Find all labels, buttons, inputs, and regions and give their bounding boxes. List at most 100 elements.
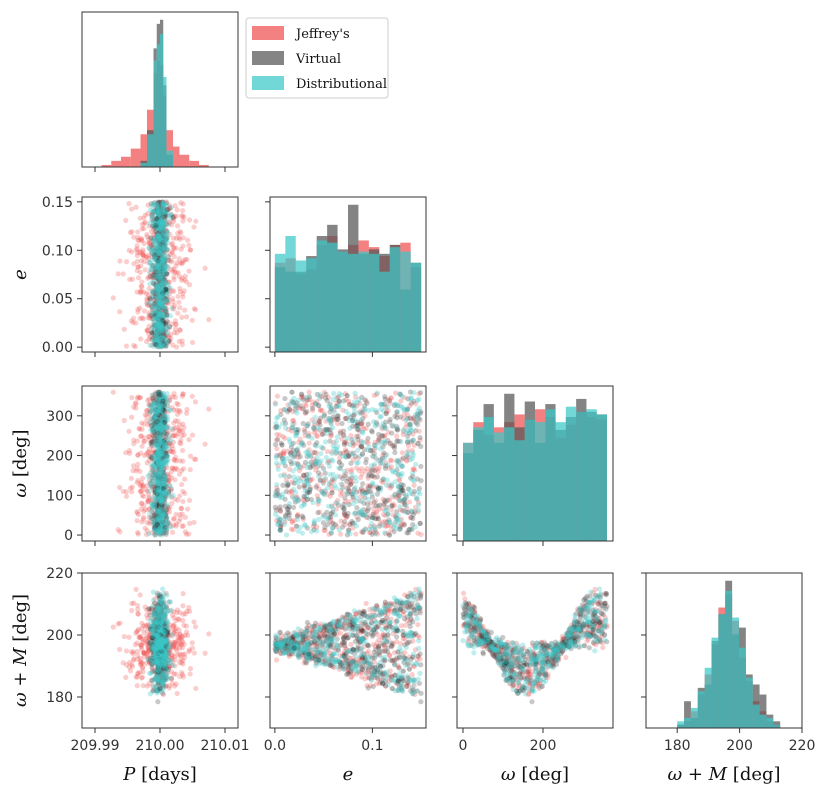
scatter-point	[155, 442, 161, 448]
scatter-point	[163, 298, 170, 304]
scatter-point	[319, 490, 325, 496]
scatter-point	[160, 224, 166, 230]
scatter-point	[158, 262, 164, 268]
scatter-point	[177, 289, 183, 295]
scatter-point	[162, 222, 168, 229]
scatter-point	[174, 400, 180, 406]
scatter-point	[326, 417, 332, 423]
scatter-point	[151, 218, 157, 224]
scatter-point	[121, 326, 127, 332]
scatter-point	[281, 448, 287, 454]
scatter-point	[159, 406, 166, 412]
scatter-point	[157, 483, 163, 489]
scatter-point	[147, 488, 153, 494]
scatter-point	[158, 266, 164, 273]
scatter-point	[155, 660, 162, 667]
scatter-point	[155, 423, 161, 429]
scatter-point	[385, 408, 391, 414]
scatter-point	[135, 477, 141, 484]
scatter-point	[145, 644, 151, 650]
scatter-point	[131, 437, 137, 443]
scatter-point	[153, 286, 159, 292]
scatter-point	[341, 468, 347, 475]
scatter-point	[161, 628, 167, 634]
scatter-point	[157, 395, 164, 401]
scatter-point	[157, 250, 163, 256]
scatter-point	[154, 654, 161, 660]
scatter-point	[286, 406, 293, 412]
scatter-point	[294, 516, 301, 523]
scatter-point	[160, 517, 167, 524]
scatter-point	[314, 433, 320, 440]
scatter-point	[302, 484, 308, 491]
scatter-point	[365, 508, 371, 514]
scatter-point	[154, 421, 160, 427]
scatter-point	[158, 644, 164, 650]
scatter-point	[160, 663, 167, 670]
scatter-point	[161, 232, 168, 238]
scatter-point	[155, 641, 161, 647]
scatter-point	[168, 524, 174, 530]
scatter-point	[350, 417, 356, 423]
scatter-point	[157, 234, 163, 241]
scatter-point	[163, 325, 169, 331]
scatter-point	[158, 651, 164, 657]
scatter-point	[408, 424, 414, 431]
scatter-point	[155, 632, 161, 638]
scatter-point	[149, 316, 155, 322]
scatter-point	[164, 203, 170, 209]
scatter-point	[377, 440, 383, 446]
scatter-point	[165, 638, 171, 644]
scatter-point	[151, 254, 158, 261]
scatter-point	[350, 419, 356, 425]
scatter-point	[365, 475, 371, 481]
scatter-point	[150, 619, 157, 625]
scatter-point	[393, 519, 399, 525]
hist-bar	[306, 258, 317, 352]
scatter-point	[157, 648, 163, 654]
scatter-point	[157, 425, 163, 431]
scatter-point	[159, 251, 165, 257]
scatter-point	[404, 530, 410, 536]
scatter-point	[189, 339, 196, 346]
scatter-point	[127, 659, 133, 666]
scatter-point	[165, 323, 171, 330]
scatter-point	[146, 645, 152, 651]
scatter-point	[155, 225, 162, 231]
scatter-point	[160, 672, 166, 678]
scatter-point	[301, 483, 307, 489]
scatter-point	[172, 394, 178, 400]
scatter-point	[406, 527, 412, 533]
scatter-point	[140, 253, 147, 259]
scatter-point	[150, 301, 157, 307]
scatter-point	[160, 627, 166, 633]
scatter-point	[159, 439, 165, 445]
scatter-point	[286, 473, 292, 480]
scatter-point	[145, 302, 151, 308]
hist-series-distributional	[274, 235, 422, 352]
scatter-point	[152, 290, 158, 297]
scatter-point	[145, 260, 151, 266]
scatter-point	[410, 491, 417, 497]
scatter-point	[360, 529, 366, 535]
scatter-point	[140, 316, 146, 322]
scatter-point	[176, 408, 182, 414]
scatter-point	[294, 400, 300, 406]
scatter-point	[343, 514, 349, 520]
scatter-point	[171, 615, 177, 621]
scatter-point	[308, 496, 314, 503]
scatter-point	[157, 473, 163, 479]
scatter-point	[154, 223, 160, 230]
scatter-point	[408, 439, 414, 445]
scatter-point	[157, 257, 163, 263]
scatter-point	[147, 207, 154, 213]
scatter-point	[353, 474, 359, 481]
scatter-point	[177, 645, 183, 651]
scatter-point	[127, 668, 134, 674]
scatter-point	[152, 304, 158, 310]
scatter-point	[149, 495, 155, 501]
scatter-point	[186, 608, 193, 614]
scatter-point	[328, 510, 334, 517]
scatter-point	[160, 241, 166, 247]
scatter-point	[156, 409, 162, 415]
